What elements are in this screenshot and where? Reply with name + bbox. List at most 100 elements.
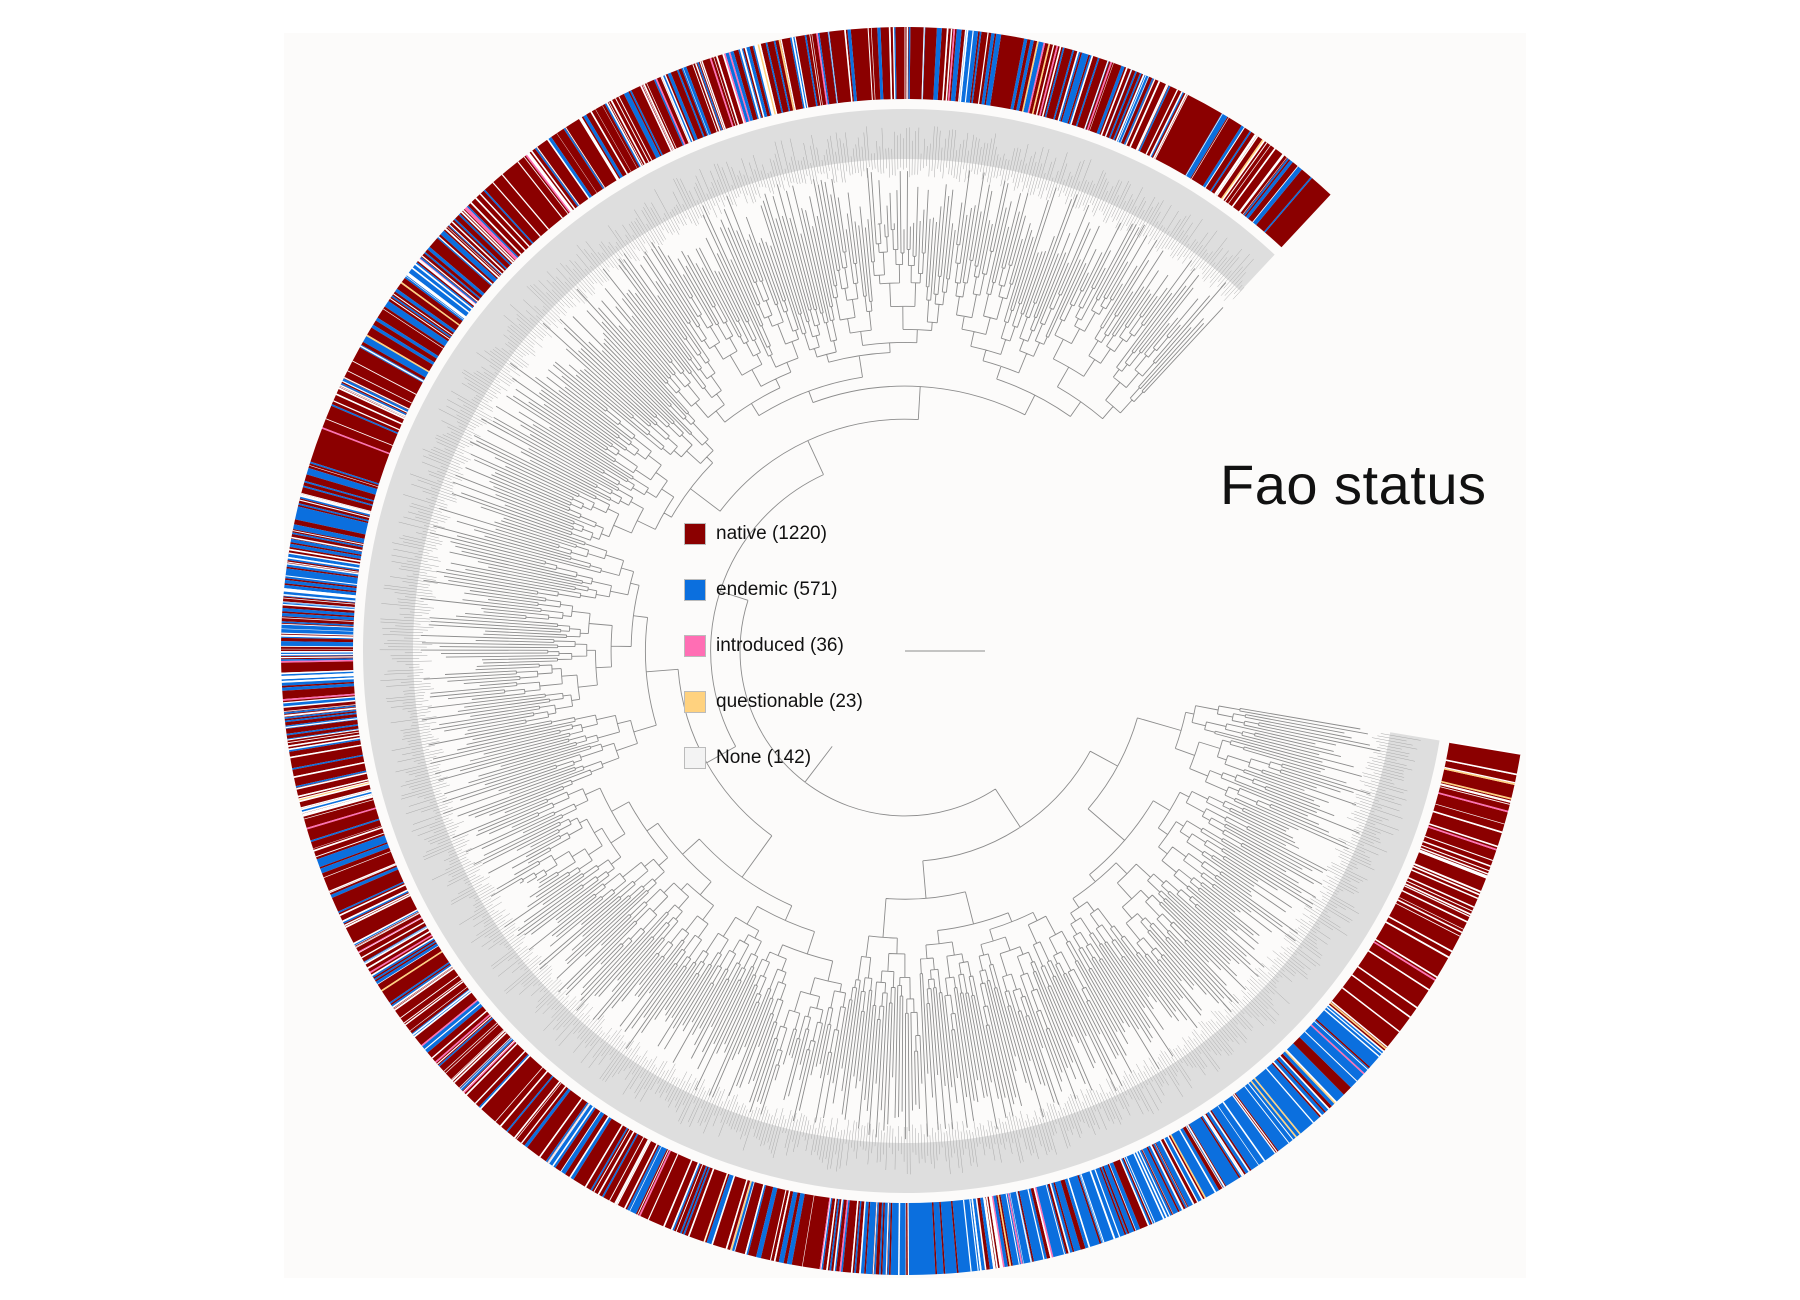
status-segment-questionable bbox=[778, 39, 795, 111]
status-segment-native bbox=[1429, 812, 1502, 846]
status-separator bbox=[688, 1168, 715, 1237]
status-segment-questionable bbox=[997, 1194, 1012, 1267]
status-segment-native bbox=[382, 952, 449, 1003]
status-separator bbox=[282, 603, 355, 611]
status-separator bbox=[769, 1189, 787, 1261]
status-segment-none bbox=[353, 909, 418, 945]
status-segment-native bbox=[416, 260, 475, 308]
status-segment-native bbox=[1071, 56, 1098, 127]
status-segment-native bbox=[822, 1198, 836, 1270]
status-segment-native bbox=[612, 93, 657, 164]
status-separator bbox=[1413, 863, 1481, 893]
status-segment-native bbox=[950, 1200, 959, 1273]
status-segment-endemic bbox=[458, 213, 512, 266]
status-separator bbox=[1341, 987, 1400, 1033]
status-separator bbox=[1138, 1150, 1171, 1217]
status-segment-introduced bbox=[421, 999, 478, 1047]
status-segment-endemic bbox=[1201, 1115, 1242, 1178]
status-segment-native bbox=[401, 278, 463, 325]
status-segment-endemic bbox=[804, 34, 818, 107]
status-segment-endemic bbox=[683, 1166, 711, 1235]
status-segment-native bbox=[343, 347, 423, 410]
status-segment-endemic bbox=[320, 843, 390, 874]
status-segment-native bbox=[937, 28, 947, 101]
status-separator bbox=[1149, 1145, 1183, 1211]
status-segment-endemic bbox=[448, 224, 502, 275]
status-separator bbox=[975, 1198, 987, 1270]
status-segment-endemic bbox=[1016, 39, 1034, 111]
status-segment-endemic bbox=[1235, 1081, 1296, 1151]
status-separator bbox=[281, 635, 354, 639]
status-separator bbox=[342, 380, 408, 413]
status-separator bbox=[436, 1015, 492, 1065]
status-segment-endemic bbox=[375, 317, 439, 359]
status-separator bbox=[1304, 1031, 1358, 1082]
status-segment-native bbox=[616, 1140, 657, 1209]
status-segment-endemic bbox=[289, 543, 362, 560]
status-segment-native bbox=[1211, 131, 1256, 195]
status-segment-native bbox=[395, 969, 469, 1034]
status-separator bbox=[283, 699, 356, 708]
status-separator bbox=[1208, 1110, 1250, 1172]
status-separator bbox=[451, 1029, 504, 1080]
status-separator bbox=[328, 863, 396, 893]
status-segment-endemic bbox=[301, 791, 372, 812]
status-separator bbox=[1404, 885, 1470, 918]
status-segment-native bbox=[987, 1196, 1000, 1269]
status-segment-native bbox=[1210, 1110, 1252, 1171]
status-segment-endemic bbox=[1061, 52, 1089, 124]
status-segment-questionable bbox=[1444, 768, 1515, 785]
status-segment-none bbox=[1388, 916, 1453, 953]
status-separator bbox=[629, 1146, 662, 1212]
status-segment-native bbox=[336, 389, 405, 424]
status-segment-native bbox=[292, 756, 365, 777]
status-segment-native bbox=[370, 936, 434, 975]
legend-label-native: native (1220) bbox=[716, 523, 827, 544]
status-separator bbox=[281, 634, 354, 638]
status-segment-introduced bbox=[1428, 826, 1497, 851]
status-segment-none bbox=[288, 734, 360, 747]
status-separator bbox=[343, 377, 409, 410]
status-segment-endemic bbox=[284, 579, 357, 592]
status-separator bbox=[1224, 142, 1268, 202]
status-segment-none bbox=[547, 138, 590, 199]
status-segment-native bbox=[467, 203, 521, 257]
status-segment-endemic bbox=[680, 1165, 708, 1234]
status-segment-endemic bbox=[310, 818, 380, 843]
status-segment-native bbox=[1413, 864, 1481, 894]
status-segment-none bbox=[1375, 938, 1438, 978]
legend-swatch-questionable bbox=[684, 691, 706, 713]
status-separator bbox=[740, 48, 761, 119]
status-separator bbox=[716, 55, 739, 125]
status-segment-native bbox=[304, 474, 376, 501]
status-separator bbox=[755, 44, 774, 116]
status-segment-endemic bbox=[440, 230, 498, 283]
status-segment-native bbox=[727, 1180, 751, 1251]
status-segment-endemic bbox=[676, 69, 705, 138]
status-segment-endemic bbox=[1108, 71, 1137, 139]
status-segment-native bbox=[282, 604, 355, 613]
status-separator bbox=[595, 109, 632, 172]
status-separator bbox=[1406, 880, 1473, 912]
status-segment-native bbox=[555, 1108, 601, 1172]
status-segment-native bbox=[922, 27, 937, 100]
status-segment-endemic bbox=[316, 835, 388, 868]
status-segment-none bbox=[661, 75, 691, 143]
status-separator bbox=[536, 146, 580, 206]
status-segment-native bbox=[536, 139, 589, 206]
status-separator bbox=[292, 530, 364, 545]
status-separator bbox=[1449, 741, 1521, 755]
status-separator bbox=[333, 400, 400, 431]
status-separator bbox=[284, 708, 357, 717]
status-segment-native bbox=[1101, 68, 1131, 137]
status-segment-native bbox=[289, 740, 361, 757]
status-segment-native bbox=[748, 1185, 774, 1257]
status-segment-endemic bbox=[560, 1111, 605, 1175]
status-segment-native bbox=[1414, 852, 1487, 891]
status-segment-none bbox=[342, 889, 408, 923]
status-separator bbox=[313, 825, 382, 849]
status-segment-endemic bbox=[288, 553, 360, 568]
status-separator bbox=[393, 967, 453, 1009]
status-separator bbox=[1397, 899, 1463, 934]
status-segment-endemic bbox=[281, 671, 354, 676]
